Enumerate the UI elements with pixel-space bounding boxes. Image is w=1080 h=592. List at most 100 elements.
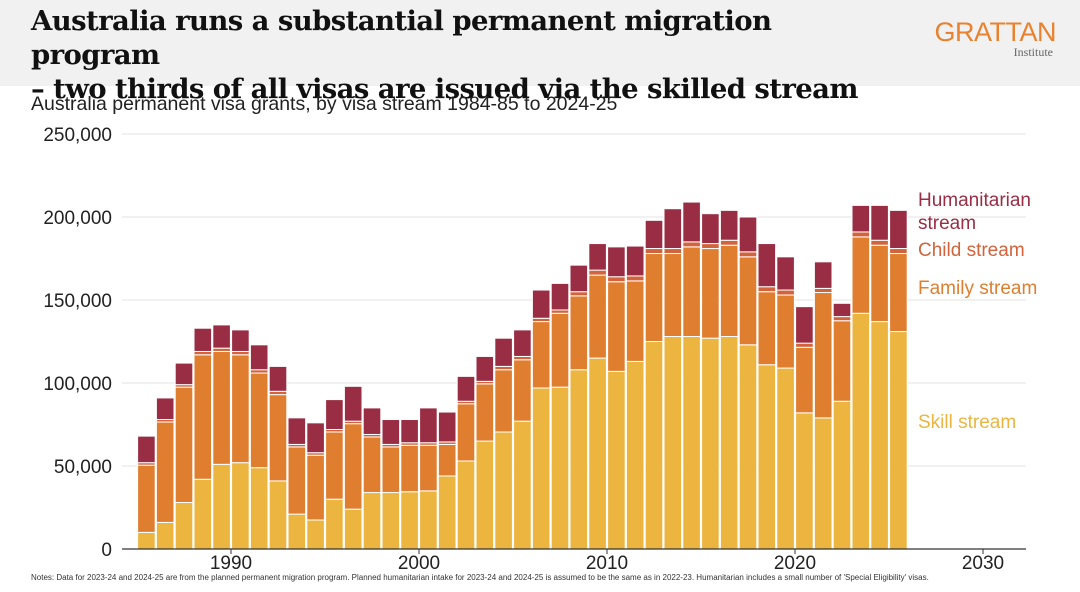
- bar-stack: [494, 337, 513, 550]
- bar-segment-skill: [212, 463, 231, 550]
- bar-stack: [268, 365, 288, 550]
- bar-segment-child: [569, 291, 589, 297]
- bar-segment-humanitarian: [174, 362, 194, 386]
- y-tick-label: 150,000: [43, 291, 112, 312]
- bar-segment-humanitarian: [813, 261, 833, 289]
- bar-stack: [776, 256, 795, 550]
- bar-segment-skill: [475, 440, 495, 550]
- bar-segment-humanitarian: [306, 422, 325, 454]
- bar-segment-family: [137, 464, 156, 533]
- bar-segment-skill: [513, 420, 532, 550]
- bar-segment-family: [174, 386, 194, 504]
- bar-segment-child: [776, 289, 795, 296]
- bar-segment-skill: [889, 331, 908, 550]
- bar-stack: [813, 261, 833, 550]
- bar-segment-family: [813, 292, 833, 419]
- y-tick-label: 100,000: [43, 374, 112, 395]
- bar-segment-family: [419, 444, 438, 492]
- bar-segment-skill: [663, 336, 683, 550]
- y-tick-label: 200,000: [43, 208, 112, 229]
- bar-stack: [174, 362, 194, 550]
- bar-segment-family: [362, 436, 382, 494]
- bar-segment-skill: [287, 513, 307, 550]
- bar-segment-child: [625, 275, 645, 282]
- x-tick-label: 2000: [398, 553, 440, 574]
- bar-stack: [550, 282, 570, 550]
- bar-segment-skill: [494, 431, 513, 550]
- bar-segment-humanitarian: [757, 243, 777, 288]
- bar-segment-child: [832, 316, 852, 322]
- bar-segment-child: [682, 241, 701, 248]
- bar-segment-humanitarian: [193, 327, 213, 352]
- bar-segment-family: [851, 236, 871, 314]
- bar-segment-humanitarian: [776, 256, 795, 291]
- bar-segment-family: [437, 443, 457, 477]
- bar-segment-family: [738, 256, 758, 346]
- bar-stack: [682, 201, 701, 550]
- bar-segment-family: [306, 454, 325, 521]
- bar-segment-family: [531, 321, 551, 389]
- header-band: Australia runs a substantial permanent m…: [0, 0, 1080, 105]
- bar-segment-family: [644, 253, 664, 343]
- chart-headline: Australia runs a substantial permanent m…: [31, 4, 891, 106]
- bar-segment-skill: [306, 519, 325, 550]
- bar-segment-skill: [776, 367, 795, 550]
- bar-segment-skill: [362, 492, 382, 550]
- bar-stack: [287, 417, 307, 550]
- bar-segment-skill: [381, 492, 401, 550]
- legend-family: Family stream: [918, 278, 1037, 299]
- bar-stack: [513, 329, 532, 550]
- bar-segment-skill: [193, 478, 213, 550]
- bar-segment-child: [813, 287, 833, 294]
- bar-stack: [306, 422, 325, 550]
- bar-segment-family: [513, 359, 532, 422]
- bar-segment-humanitarian: [400, 419, 419, 444]
- bar-segment-humanitarian: [475, 355, 495, 382]
- bar-segment-family: [343, 423, 363, 510]
- bar-stack: [381, 419, 401, 550]
- bar-stack: [475, 355, 495, 550]
- bar-segment-child: [588, 269, 607, 276]
- bar-segment-child: [663, 248, 683, 255]
- bar-segment-family: [287, 446, 307, 515]
- bar-segment-skill: [343, 508, 363, 550]
- bar-segment-family: [701, 248, 720, 339]
- bar-segment-skill: [813, 417, 833, 550]
- legend-skill: Skill stream: [918, 412, 1016, 433]
- bar-segment-humanitarian: [701, 213, 720, 245]
- bar-stack: [249, 344, 269, 550]
- bar-segment-humanitarian: [325, 399, 344, 430]
- bar-stack: [795, 306, 814, 550]
- x-axis: 1990 2000 2010 2020 2030: [122, 548, 1026, 574]
- bar-segment-skill: [155, 521, 175, 550]
- legend-humanitarian-line2: stream: [918, 213, 976, 234]
- bar-segment-humanitarian: [663, 208, 683, 250]
- bar-segment-family: [757, 291, 777, 366]
- bar-segment-humanitarian: [719, 209, 739, 241]
- bar-segment-family: [231, 354, 250, 464]
- legend-child: Child stream: [918, 240, 1025, 261]
- bar-segment-humanitarian: [738, 216, 758, 253]
- bar-segment-humanitarian: [588, 243, 607, 271]
- bar-stack: [832, 302, 852, 550]
- bar-segment-family: [550, 312, 570, 388]
- bar-segment-humanitarian: [625, 245, 645, 277]
- bar-segment-skill: [701, 337, 720, 550]
- bar-segment-skill: [644, 341, 664, 550]
- bar-stack: [607, 246, 626, 550]
- logo-wordmark: GRATTAN: [934, 17, 1057, 47]
- bar-segment-family: [719, 244, 739, 338]
- bar-segment-humanitarian: [870, 204, 889, 241]
- bar-segment-family: [625, 280, 645, 362]
- bar-stack: [625, 245, 645, 550]
- bar-segment-skill: [832, 400, 852, 550]
- bar-stack: [155, 397, 175, 550]
- bar-segment-humanitarian: [155, 397, 175, 421]
- bar-segment-humanitarian: [381, 419, 401, 445]
- bar-segment-skill: [682, 336, 701, 550]
- bar-segment-child: [738, 251, 758, 258]
- bar-stack: [212, 324, 231, 550]
- bar-stack: [870, 204, 889, 550]
- y-tick-label: 0: [101, 540, 112, 561]
- bar-stack: [889, 209, 908, 550]
